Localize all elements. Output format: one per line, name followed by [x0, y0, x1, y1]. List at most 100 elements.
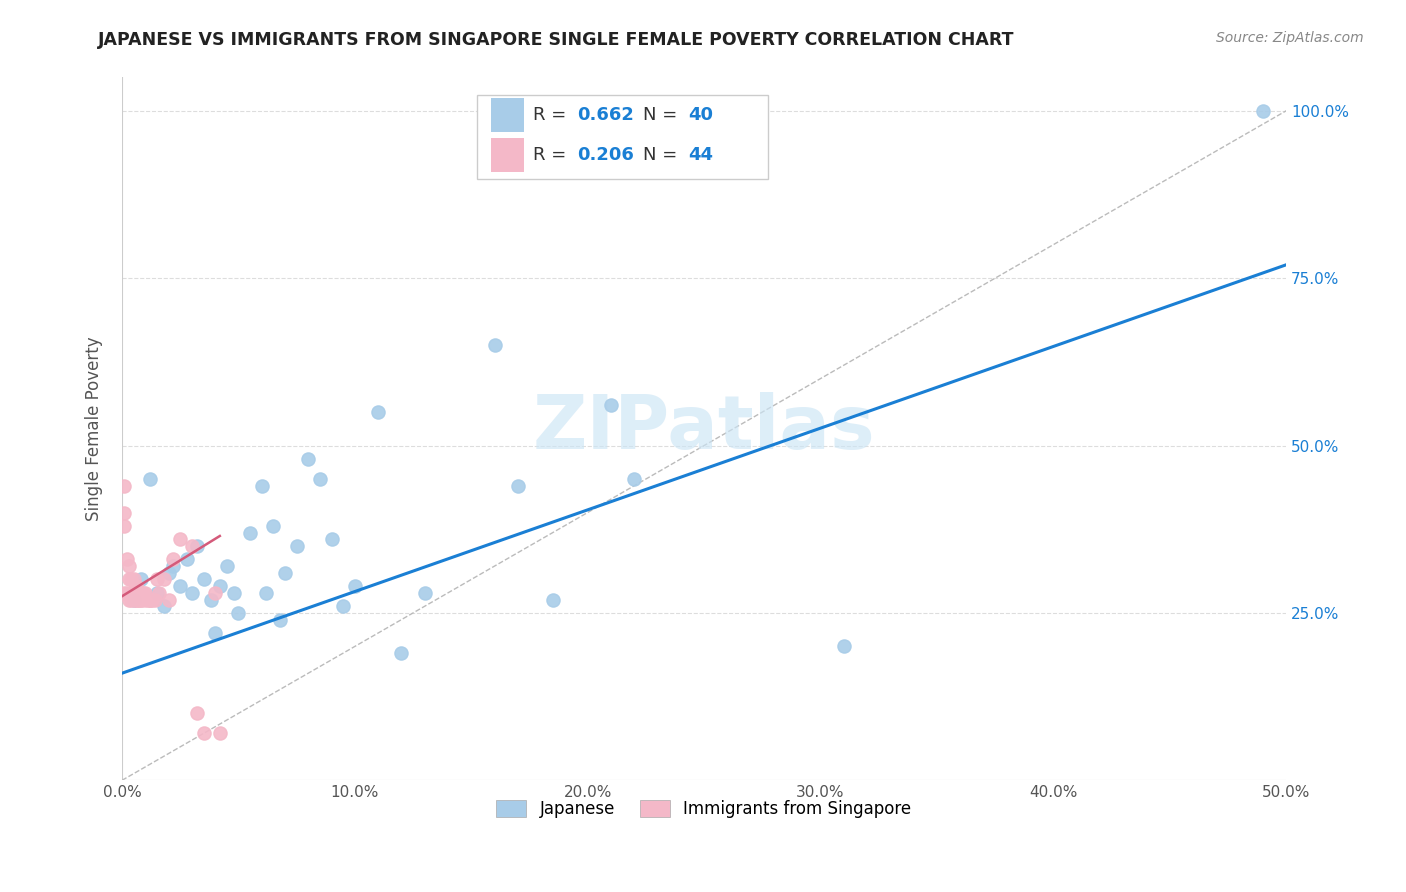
Point	[129, 592, 152, 607]
Point	[239, 525, 262, 540]
Point	[112, 479, 135, 493]
Point	[193, 726, 215, 740]
Point	[122, 592, 145, 607]
Point	[129, 573, 152, 587]
Point	[125, 586, 148, 600]
Point	[506, 479, 529, 493]
Point	[343, 579, 366, 593]
Point	[180, 539, 202, 553]
Point	[321, 533, 343, 547]
Point	[120, 573, 142, 587]
Y-axis label: Single Female Poverty: Single Female Poverty	[86, 336, 103, 521]
Point	[129, 592, 152, 607]
Point	[162, 552, 184, 566]
Point	[146, 573, 169, 587]
Point	[125, 579, 148, 593]
Text: N =: N =	[644, 105, 683, 124]
Point	[132, 586, 155, 600]
Bar	[491, 138, 523, 171]
Point	[208, 726, 231, 740]
Point	[115, 552, 138, 566]
Text: 40: 40	[688, 105, 713, 124]
Point	[832, 640, 855, 654]
Point	[153, 573, 176, 587]
Point	[122, 586, 145, 600]
Point	[200, 592, 222, 607]
Point	[186, 539, 208, 553]
Text: R =: R =	[533, 145, 572, 164]
Bar	[491, 98, 523, 131]
Point	[228, 606, 250, 620]
Point	[139, 592, 162, 607]
Point	[484, 338, 506, 352]
Point	[254, 586, 277, 600]
Point	[122, 586, 145, 600]
Point	[204, 626, 226, 640]
Point	[389, 646, 412, 660]
Point	[297, 452, 319, 467]
Point	[153, 599, 176, 614]
Point	[127, 592, 149, 607]
Point	[332, 599, 354, 614]
Point	[274, 566, 297, 580]
Point	[122, 592, 145, 607]
Point	[118, 573, 141, 587]
Point	[120, 592, 142, 607]
Point	[134, 586, 156, 600]
Point	[208, 579, 231, 593]
Point	[146, 586, 169, 600]
Point	[599, 399, 621, 413]
Point	[134, 592, 156, 607]
Text: 0.206: 0.206	[576, 145, 634, 164]
Point	[127, 586, 149, 600]
Point	[118, 559, 141, 574]
Point	[127, 592, 149, 607]
Point	[623, 472, 645, 486]
Point	[141, 592, 163, 607]
Point	[204, 586, 226, 600]
FancyBboxPatch shape	[477, 95, 768, 179]
Point	[125, 579, 148, 593]
Point	[112, 506, 135, 520]
Text: N =: N =	[644, 145, 683, 164]
Legend: Japanese, Immigrants from Singapore: Japanese, Immigrants from Singapore	[489, 793, 918, 825]
Point	[112, 519, 135, 533]
Point	[148, 586, 170, 600]
Point	[285, 539, 308, 553]
Point	[125, 586, 148, 600]
Point	[157, 566, 180, 580]
Point	[180, 586, 202, 600]
Point	[309, 472, 332, 486]
Text: 44: 44	[688, 145, 713, 164]
Point	[118, 592, 141, 607]
Text: 0.662: 0.662	[576, 105, 634, 124]
Point	[186, 706, 208, 721]
Point	[541, 592, 564, 607]
Point	[222, 586, 245, 600]
Point	[250, 479, 273, 493]
Text: JAPANESE VS IMMIGRANTS FROM SINGAPORE SINGLE FEMALE POVERTY CORRELATION CHART: JAPANESE VS IMMIGRANTS FROM SINGAPORE SI…	[98, 31, 1015, 49]
Point	[122, 573, 145, 587]
Point	[367, 405, 389, 419]
Point	[139, 472, 162, 486]
Point	[269, 613, 291, 627]
Point	[112, 586, 135, 600]
Point	[169, 533, 191, 547]
Point	[193, 573, 215, 587]
Point	[162, 559, 184, 574]
Point	[143, 592, 166, 607]
Point	[157, 592, 180, 607]
Point	[169, 579, 191, 593]
Point	[115, 586, 138, 600]
Point	[262, 519, 284, 533]
Point	[136, 592, 159, 607]
Text: Source: ZipAtlas.com: Source: ZipAtlas.com	[1216, 31, 1364, 45]
Point	[413, 586, 436, 600]
Point	[215, 559, 238, 574]
Point	[1251, 103, 1274, 118]
Point	[125, 592, 148, 607]
Text: ZIPatlas: ZIPatlas	[533, 392, 876, 466]
Point	[176, 552, 198, 566]
Point	[139, 592, 162, 607]
Text: R =: R =	[533, 105, 572, 124]
